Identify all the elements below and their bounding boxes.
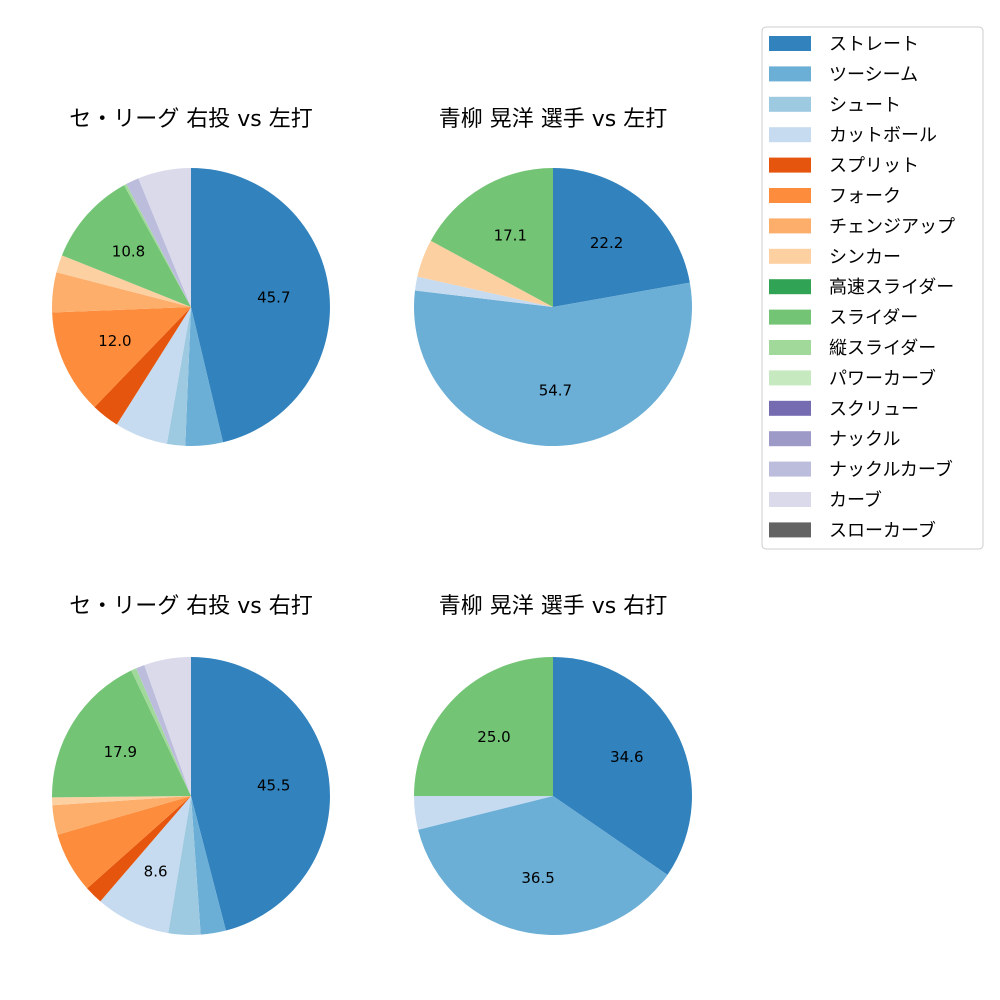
slice-value-label: 54.7 bbox=[539, 381, 572, 399]
legend-swatch bbox=[769, 36, 811, 51]
legend-swatch bbox=[769, 309, 811, 325]
pie-slice-2 bbox=[166, 307, 191, 446]
pie-slice-9 bbox=[131, 668, 191, 796]
pie-slice-11 bbox=[144, 657, 191, 796]
pie-slice-0 bbox=[191, 657, 330, 931]
slice-value-label: 17.1 bbox=[494, 226, 527, 244]
pie-slice-1 bbox=[418, 796, 668, 936]
pie-slice-3 bbox=[100, 796, 191, 934]
legend-label: カーブ bbox=[829, 489, 882, 511]
pie-chart-aoyagi-vs-right: 34.6 36.5 25.0 bbox=[414, 657, 692, 936]
slice-value-label: 36.5 bbox=[521, 869, 554, 887]
legend: ストレートツーシームシュートカットボールスプリットフォークチェンジアップシンカー… bbox=[761, 26, 984, 550]
legend-swatch bbox=[769, 127, 811, 143]
pie-slice-9 bbox=[124, 183, 191, 307]
chart-title: セ・リーグ 右投 vs 左打 bbox=[69, 107, 312, 132]
pie-slice-3 bbox=[116, 307, 191, 444]
slice-value-label: 25.0 bbox=[477, 728, 510, 746]
pie-slice-6 bbox=[52, 272, 191, 313]
slice-value-label: 34.6 bbox=[610, 748, 643, 766]
legend-label: スプリット bbox=[829, 156, 919, 177]
slice-value-label: 45.7 bbox=[257, 288, 290, 306]
pie-slice-10 bbox=[126, 178, 191, 307]
pie-slice-4 bbox=[87, 796, 191, 902]
legend-label: ツーシーム bbox=[829, 64, 918, 85]
pie-slice-4 bbox=[94, 307, 191, 425]
slice-value-label: 8.6 bbox=[144, 863, 168, 881]
pie-slice-2 bbox=[414, 276, 553, 307]
pie-slice-8 bbox=[52, 670, 191, 798]
pie-slice-3 bbox=[417, 240, 553, 307]
slice-value-label: 10.8 bbox=[112, 243, 145, 261]
pie-slice-3 bbox=[414, 657, 553, 796]
slice-value-label: 22.2 bbox=[590, 234, 623, 252]
legend-label: フォーク bbox=[829, 186, 901, 207]
pie-slice-0 bbox=[553, 657, 692, 875]
legend-label: ストレート bbox=[829, 34, 919, 55]
legend-label: ナックルカーブ bbox=[829, 459, 953, 481]
pie-slice-1 bbox=[185, 307, 224, 446]
pie-chart-league-vs-right: 45.5 8.6 17.9 bbox=[52, 657, 330, 935]
legend-swatch bbox=[769, 96, 811, 112]
pie-slice-2 bbox=[168, 796, 201, 935]
legend-swatch bbox=[769, 248, 811, 264]
legend-label: スクリュー bbox=[829, 399, 919, 420]
pie-slice-7 bbox=[56, 255, 192, 307]
legend-swatch bbox=[769, 218, 811, 234]
pie-slice-0 bbox=[553, 168, 690, 307]
pie-slice-5 bbox=[52, 307, 191, 408]
legend-swatch bbox=[769, 492, 811, 507]
chart-title: 青柳 晃洋 選手 vs 右打 bbox=[439, 594, 667, 619]
pie-slice-2 bbox=[414, 796, 553, 830]
pie-slice-7 bbox=[52, 796, 192, 806]
pie-slice-1 bbox=[191, 796, 226, 935]
pie-slice-8 bbox=[61, 185, 192, 307]
pie-slice-1 bbox=[413, 282, 692, 447]
legend-swatch bbox=[769, 157, 811, 173]
legend-swatch bbox=[769, 279, 811, 295]
pie-slice-6 bbox=[52, 796, 192, 835]
legend-label: パワーカーブ bbox=[829, 367, 936, 389]
legend-frame bbox=[761, 26, 984, 550]
legend-label: シュート bbox=[829, 95, 901, 116]
legend-label: スライダー bbox=[829, 308, 918, 329]
legend-swatch bbox=[769, 340, 811, 355]
pie-slice-4 bbox=[430, 168, 553, 307]
pie-slice-10 bbox=[136, 665, 191, 796]
legend-label: 高速スライダー bbox=[829, 277, 954, 298]
chart-title: 青柳 晃洋 選手 vs 左打 bbox=[439, 107, 667, 132]
slice-value-label: 17.9 bbox=[104, 743, 137, 761]
legend-swatch bbox=[769, 522, 811, 538]
pie-slice-0 bbox=[191, 168, 330, 443]
pie-chart-league-vs-left: 45.7 12.0 10.8 bbox=[52, 168, 330, 446]
pie-slice-5 bbox=[57, 796, 192, 889]
chart-title: セ・リーグ 右投 vs 右打 bbox=[69, 594, 312, 619]
legend-swatch bbox=[769, 400, 811, 416]
legend-swatch bbox=[769, 461, 811, 477]
legend-label: ナックル bbox=[829, 429, 900, 450]
legend-swatch bbox=[769, 431, 811, 447]
legend-label: チェンジアップ bbox=[829, 216, 955, 237]
pie-slice-11 bbox=[138, 168, 191, 307]
pie-chart-aoyagi-vs-left: 22.2 54.7 17.1 bbox=[413, 168, 692, 447]
legend-swatch bbox=[769, 66, 811, 82]
legend-swatch bbox=[769, 370, 811, 386]
legend-label: スローカーブ bbox=[829, 519, 936, 541]
legend-label: シンカー bbox=[829, 247, 901, 268]
legend-label: 縦スライダー bbox=[829, 338, 936, 359]
legend-label: カットボール bbox=[829, 125, 937, 146]
slice-value-label: 45.5 bbox=[257, 776, 290, 794]
legend-swatch bbox=[769, 188, 811, 203]
slice-value-label: 12.0 bbox=[98, 332, 131, 350]
